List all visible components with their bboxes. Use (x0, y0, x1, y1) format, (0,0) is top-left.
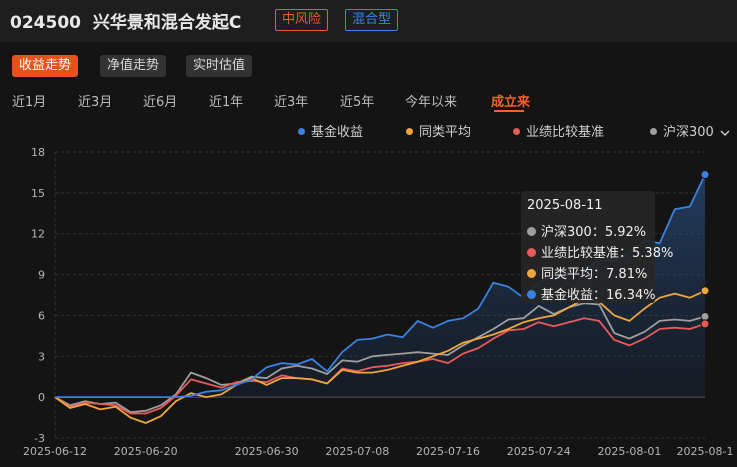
y-tick-label: 3 (38, 350, 45, 363)
x-tick-label: 2025-08-01 (597, 445, 661, 458)
benchmark-line (54, 317, 706, 415)
y-tick-label: 6 (38, 309, 45, 322)
legend-dot (298, 128, 305, 135)
period-3m[interactable]: 近3月 (78, 95, 113, 110)
tooltip-row-fund-return: 基金收益：16.34% (527, 284, 656, 303)
legend-label: 业绩比较基准 (526, 125, 605, 140)
y-tick-label: 18 (31, 146, 45, 159)
tooltip-dot (527, 227, 536, 236)
legend-label: 基金收益 (311, 125, 364, 140)
tab-realtime-estimate[interactable]: 实时估值 (186, 55, 253, 77)
period-5y[interactable]: 近5年 (340, 95, 375, 110)
csi300-line (54, 302, 706, 413)
x-tick-label: 2025-08-1 (677, 445, 734, 458)
y-tick-label: 9 (38, 269, 45, 282)
legend-dot (513, 128, 520, 135)
tooltip-dot (527, 290, 536, 299)
fund-code: 024500 (10, 13, 81, 33)
period-since-inception[interactable]: 成立来 (491, 95, 531, 110)
tooltip-dot (527, 269, 536, 278)
period-6m[interactable]: 近6月 (143, 95, 178, 110)
period-1y[interactable]: 近1年 (209, 95, 244, 110)
tooltip-label: 基金收益 (541, 288, 594, 303)
tooltip-value: 7.81% (606, 267, 648, 282)
type-badge: 混合型 (345, 9, 399, 31)
x-tick-label: 2025-06-12 (23, 445, 87, 458)
legend-dot (406, 128, 413, 135)
active-period-underline (494, 110, 524, 112)
period-1m[interactable]: 近1月 (12, 95, 47, 110)
x-tick-label: 2025-06-30 (235, 445, 299, 458)
fund-header: 024500 兴华景和混合发起C 中风险 混合型 (0, 0, 737, 42)
tooltip-label: 业绩比较基准 (541, 246, 620, 261)
peer-average-line (54, 289, 706, 424)
legend-label: 同类平均 (419, 125, 472, 140)
tooltip-row-benchmark: 业绩比较基准：5.38% (527, 242, 673, 261)
period-ytd[interactable]: 今年以来 (405, 95, 458, 110)
y-tick-label: 15 (31, 187, 45, 200)
tab-return-trend[interactable]: 收益走势 (12, 55, 79, 77)
x-tick-label: 2025-07-16 (416, 445, 480, 458)
tooltip-date: 2025-08-11 (527, 198, 603, 213)
y-tick-label: 12 (31, 228, 45, 241)
tooltip-value: 5.38% (632, 246, 674, 261)
fund-return-end-point (700, 170, 710, 180)
benchmark-end-point (700, 319, 710, 329)
chevron-down-icon[interactable] (720, 129, 730, 137)
tooltip-dot (527, 248, 536, 257)
tooltip-row-csi300: 沪深300：5.92% (527, 221, 646, 240)
tooltip-row-peer-average: 同类平均：7.81% (527, 263, 647, 282)
x-tick-label: 2025-07-24 (507, 445, 571, 458)
fund-title: 024500 兴华景和混合发起C (10, 8, 241, 33)
x-tick-label: 2025-06-20 (114, 445, 178, 458)
peer-average-end-point (700, 286, 710, 296)
csi300-end-point (700, 312, 710, 322)
tooltip-label: 沪深300 (541, 225, 592, 240)
y-tick-label: 0 (38, 391, 45, 404)
legend-label: 沪深300 (663, 125, 714, 140)
legend-benchmark[interactable]: 业绩比较基准 (513, 121, 604, 140)
tooltip-label: 同类平均 (541, 267, 594, 282)
period-3y[interactable]: 近3年 (274, 95, 309, 110)
x-tick-label: 2025-07-08 (325, 445, 389, 458)
tooltip-value: 16.34% (606, 288, 656, 303)
legend-dot (650, 128, 657, 135)
legend-csi300[interactable]: 沪深300 (650, 121, 730, 140)
legend-peer-average[interactable]: 同类平均 (406, 121, 471, 140)
tooltip-value: 5.92% (604, 225, 647, 240)
tab-nav-trend[interactable]: 净值走势 (100, 55, 167, 77)
fund-name: 兴华景和混合发起C (92, 13, 242, 33)
y-tick-label: -3 (34, 432, 45, 445)
chart-tooltip: 2025-08-11 沪深300：5.92% 业绩比较基准：5.38% 同类平均… (521, 191, 673, 303)
legend-fund-return[interactable]: 基金收益 (298, 121, 363, 140)
risk-badge: 中风险 (275, 9, 329, 31)
